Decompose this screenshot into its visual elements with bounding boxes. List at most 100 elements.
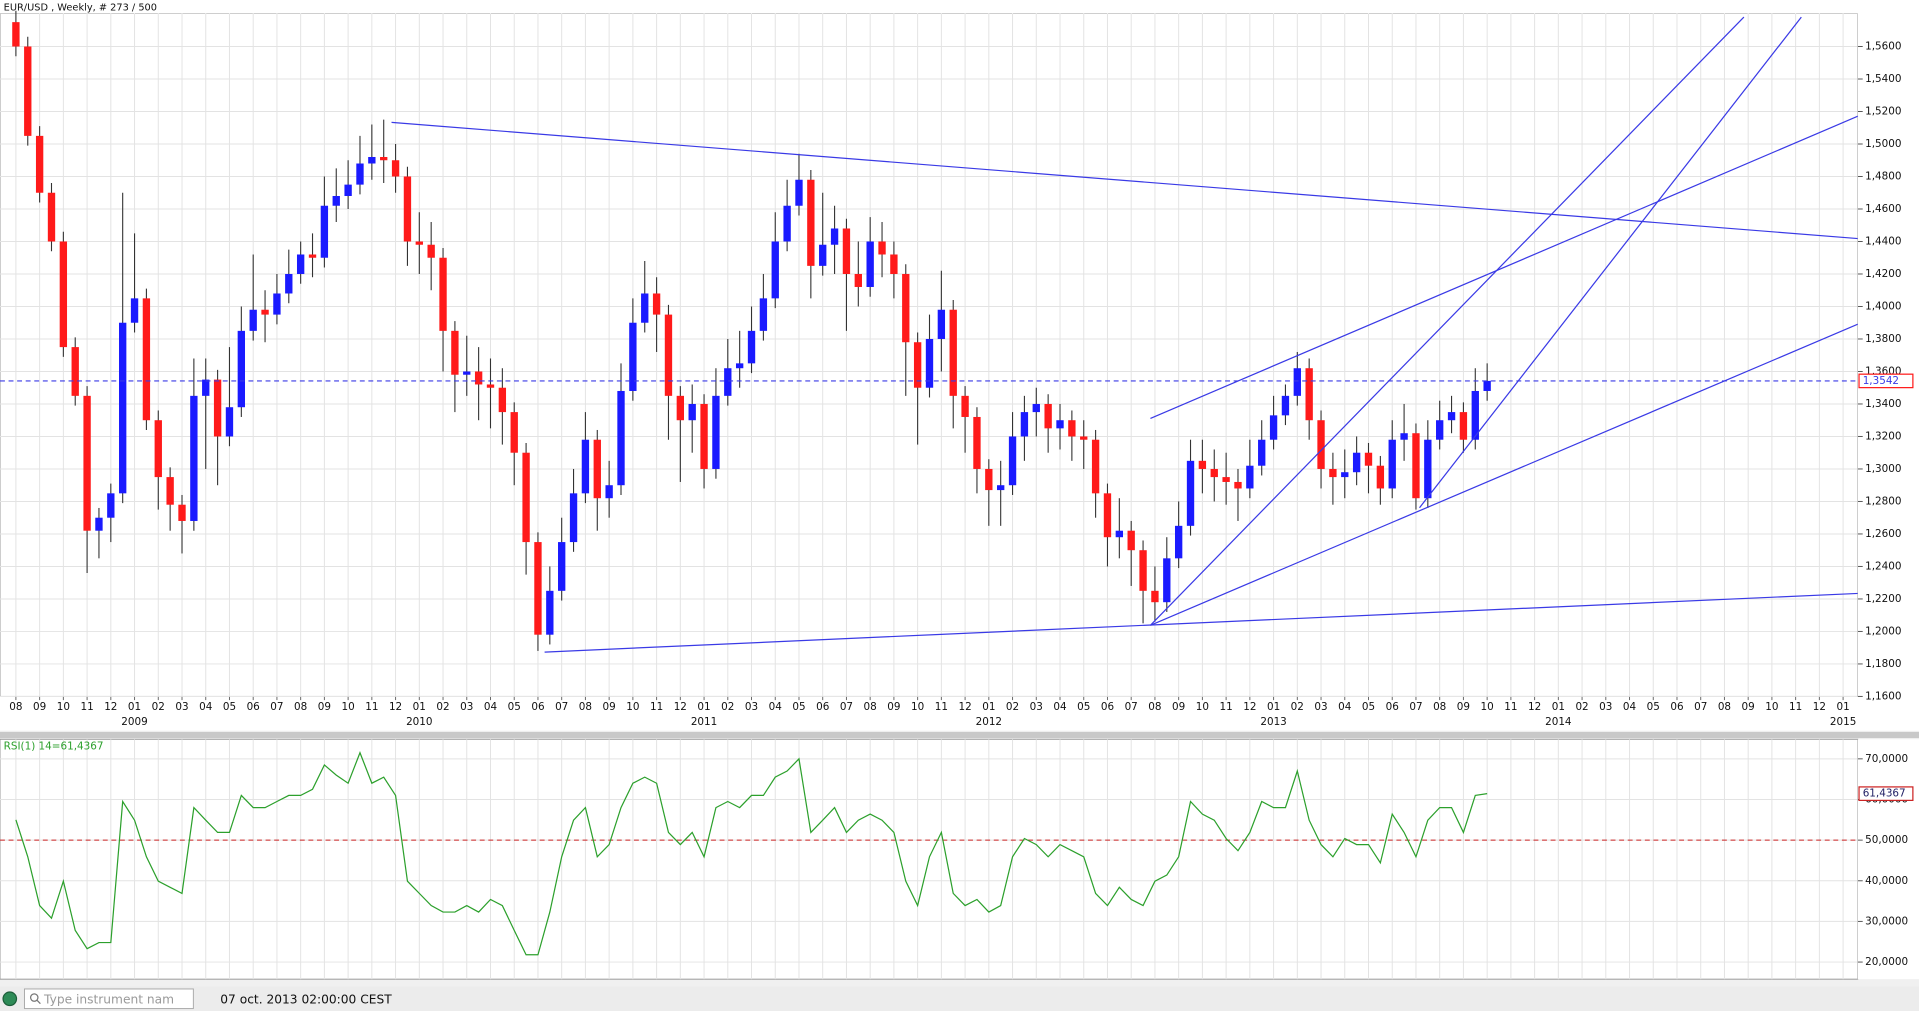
x-tick-label: 06: [1386, 701, 1399, 713]
y-tick-label: 1,3400: [1865, 398, 1901, 410]
trendlines: [391, 16, 1858, 653]
x-tick-label: 08: [1433, 701, 1446, 713]
candle-body: [71, 347, 79, 396]
rsi-tick-label: 20,0000: [1865, 956, 1908, 968]
candle-body: [1222, 477, 1230, 482]
x-tick-label: 10: [1196, 701, 1209, 713]
candle-body: [1376, 465, 1385, 489]
candle-body: [913, 342, 922, 388]
x-tick-label: 04: [1053, 701, 1067, 713]
candle-body: [1459, 412, 1468, 440]
marks-layer: [0, 10, 1858, 956]
candle-body: [1483, 380, 1491, 391]
candle-body: [712, 395, 720, 469]
candle-body: [1032, 403, 1040, 413]
candle-body: [178, 504, 186, 521]
x-tick-label: 09: [887, 701, 900, 713]
candle-body: [629, 322, 637, 391]
x-tick-label: 11: [1220, 701, 1233, 713]
panel-separator[interactable]: [0, 731, 1919, 739]
x-tick-label: 07: [840, 701, 853, 713]
x-tick-label: 12: [389, 701, 402, 713]
y-tick-label: 1,4800: [1865, 170, 1901, 182]
year-label: 2014: [1545, 716, 1572, 728]
trendline: [1419, 16, 1802, 509]
x-tick-label: 04: [1338, 701, 1352, 713]
candle-body: [273, 293, 281, 315]
x-tick-label: 02: [436, 701, 449, 713]
candle-body: [902, 273, 910, 343]
x-tick-label: 07: [555, 701, 568, 713]
x-tick-label: 05: [508, 701, 521, 713]
candle-body: [1139, 550, 1147, 591]
candle-body: [569, 493, 578, 543]
y-tick-label: 1,2000: [1865, 625, 1901, 637]
x-tick-label: 09: [603, 701, 616, 713]
candle-body: [1258, 439, 1266, 466]
candle-body: [1471, 390, 1479, 440]
x-tick-label: 01: [413, 701, 426, 713]
candle-body: [819, 244, 827, 266]
x-tick-label: 12: [674, 701, 687, 713]
candle-body: [700, 403, 708, 469]
y-axis-band: [1857, 0, 1919, 731]
instrument-search-box[interactable]: [23, 988, 194, 1010]
rsi-tick-label: 30,0000: [1865, 915, 1908, 927]
status-datetime: 07 oct. 2013 02:00:00 CEST: [220, 992, 392, 1006]
candle-body: [1329, 468, 1337, 478]
year-label: 2012: [976, 716, 1002, 728]
x-tick-label: 11: [80, 701, 93, 713]
candle-body: [107, 493, 115, 518]
candle-body: [593, 439, 601, 499]
candle-body: [498, 387, 507, 413]
candle-body: [937, 309, 946, 339]
status-bar: [0, 986, 1919, 1011]
x-tick-label: 05: [1647, 701, 1660, 713]
y-tick-label: 1,5200: [1865, 106, 1901, 118]
y-tick-label: 1,4200: [1865, 268, 1901, 280]
candle-body: [878, 241, 886, 255]
candle-body: [652, 293, 661, 315]
trendline: [1150, 115, 1858, 419]
candle-body: [486, 384, 495, 388]
candle-body: [973, 416, 981, 469]
candle-body: [747, 330, 756, 364]
candle-body: [688, 403, 696, 421]
rsi-tick-label: 50,0000: [1865, 834, 1908, 846]
x-tick-label: 12: [1528, 701, 1541, 713]
candle-body: [522, 452, 530, 543]
x-tick-label: 11: [935, 701, 948, 713]
candle-body: [474, 371, 483, 385]
candle-body: [1352, 452, 1361, 473]
x-axis-band: [0, 696, 1919, 731]
y-tick-label: 1,4600: [1865, 203, 1901, 215]
y-tick-label: 1,3200: [1865, 430, 1901, 442]
x-tick-label: 01: [1552, 701, 1565, 713]
candle-body: [842, 228, 851, 274]
candle-body: [1234, 481, 1242, 489]
candle-body: [213, 379, 222, 437]
x-tick-label: 07: [1409, 701, 1422, 713]
candle-body: [1115, 530, 1124, 538]
x-tick-label: 12: [1813, 701, 1826, 713]
candle-body: [119, 322, 127, 494]
candle-body: [1103, 493, 1112, 538]
x-tick-label: 08: [294, 701, 307, 713]
candle-body: [1080, 436, 1088, 440]
x-tick-label: 05: [1077, 701, 1090, 713]
x-tick-label: 11: [1504, 701, 1517, 713]
candle-body: [890, 254, 898, 274]
y-tick-label: 1,1600: [1865, 690, 1901, 702]
candle-body: [190, 395, 198, 521]
x-tick-label: 09: [318, 701, 331, 713]
candle-body: [641, 293, 649, 323]
candle-body: [1424, 439, 1432, 499]
candle-body: [285, 273, 293, 294]
candle-body: [249, 309, 257, 331]
candle-body: [1056, 420, 1064, 429]
candle-body: [1091, 439, 1100, 494]
x-tick-label: 10: [1765, 701, 1778, 713]
x-tick-label: 04: [199, 701, 213, 713]
search-placeholder: Type instrument nam: [43, 992, 174, 1006]
